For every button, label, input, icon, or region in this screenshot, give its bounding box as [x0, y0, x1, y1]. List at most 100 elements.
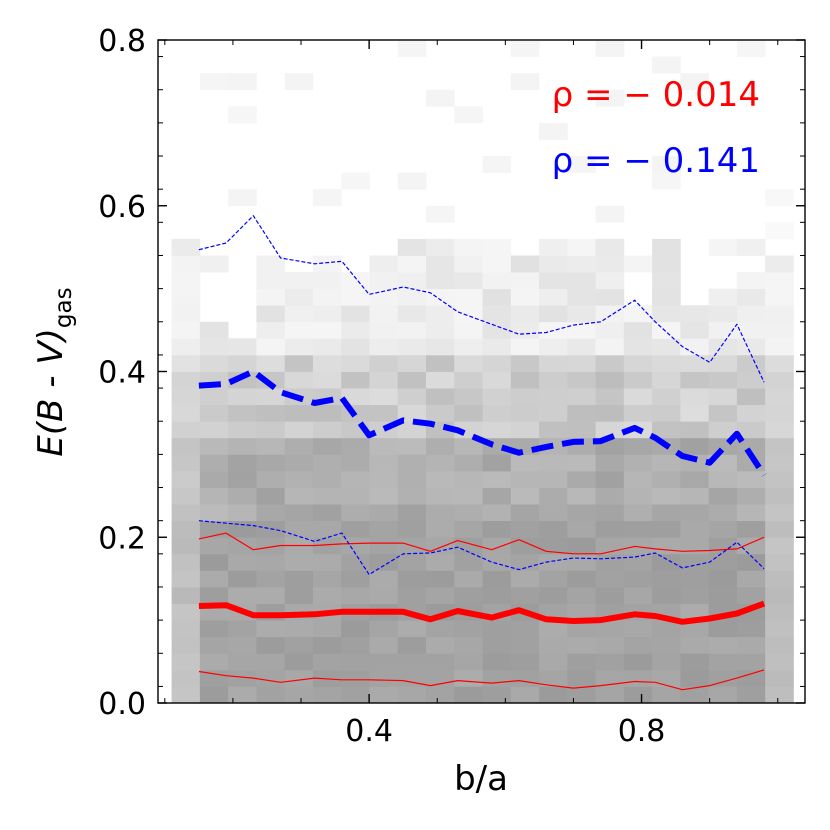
heatmap-cell	[482, 388, 512, 406]
heatmap-cell	[736, 470, 766, 488]
heatmap-cell	[425, 89, 455, 107]
heatmap-cell	[652, 636, 681, 654]
heatmap-cell	[765, 437, 794, 455]
heatmap-cell	[510, 305, 540, 323]
heatmap-cell	[708, 388, 738, 406]
heatmap-cell	[369, 570, 399, 588]
heatmap-cell	[312, 504, 342, 522]
heatmap-cell	[284, 354, 314, 372]
heatmap-cell	[510, 504, 540, 522]
heatmap-cell	[397, 470, 427, 488]
heatmap-cell	[736, 553, 766, 571]
heatmap-cell	[228, 354, 257, 372]
heatmap-cell	[765, 338, 794, 356]
heatmap-cell	[623, 487, 653, 505]
heatmap-cell	[312, 272, 342, 290]
heatmap-cell	[341, 487, 370, 505]
heatmap-cell	[680, 421, 710, 439]
heatmap-cell	[425, 321, 455, 339]
heatmap-cell	[228, 669, 257, 687]
heatmap-cell	[708, 636, 738, 654]
heatmap-cell	[510, 404, 540, 422]
heatmap-cell	[397, 172, 427, 190]
series-lines	[198, 215, 767, 691]
heatmap-cell	[199, 537, 229, 555]
heatmap-cell	[510, 338, 540, 356]
heatmap-cell	[595, 669, 625, 687]
heatmap-cell	[341, 354, 370, 372]
heatmap-cell	[652, 421, 681, 439]
heatmap-cell	[595, 40, 625, 57]
heatmap-cell	[397, 437, 427, 455]
heatmap-cell	[397, 487, 427, 505]
heatmap-cell	[510, 686, 540, 704]
heatmap-cell	[623, 404, 653, 422]
heatmap-cell	[482, 272, 512, 290]
heatmap-cell	[228, 404, 257, 422]
heatmap-cell	[539, 305, 568, 323]
series-line-red-lower	[198, 669, 765, 691]
heatmap-cell	[397, 354, 427, 372]
heatmap-cell	[482, 255, 512, 273]
heatmap-cell	[341, 172, 370, 190]
heatmap-cell	[736, 354, 766, 372]
heatmap-cell	[256, 454, 286, 472]
heatmap-cell	[539, 487, 568, 505]
heatmap-cell	[736, 388, 766, 406]
density-heatmap	[171, 40, 794, 704]
heatmap-cell	[652, 454, 681, 472]
heatmap-cell	[595, 570, 625, 588]
heatmap-cell	[482, 487, 512, 505]
heatmap-cell	[171, 586, 201, 604]
heatmap-cell	[312, 437, 342, 455]
heatmap-cell	[341, 553, 370, 571]
heatmap-cell	[539, 272, 568, 290]
heatmap-cell	[228, 553, 257, 571]
y-axis-label-subscript: gas	[51, 287, 77, 328]
heatmap-cell	[454, 487, 483, 505]
heatmap-cell	[199, 321, 229, 339]
x-axis-label: b/a	[454, 759, 508, 799]
heatmap-cell	[454, 686, 483, 704]
heatmap-cell	[623, 338, 653, 356]
heatmap-cell	[623, 454, 653, 472]
heatmap-cell	[765, 189, 794, 207]
heatmap-cell	[510, 537, 540, 555]
heatmap-cell	[567, 404, 596, 422]
heatmap-cell	[199, 354, 229, 372]
heatmap-cell	[567, 570, 596, 588]
heatmap-cell	[482, 620, 512, 638]
heatmap-cell	[425, 454, 455, 472]
heatmap-cell	[228, 636, 257, 654]
heatmap-cell	[284, 686, 314, 704]
heatmap-cell	[595, 454, 625, 472]
heatmap-cell	[482, 321, 512, 339]
heatmap-cell	[256, 586, 286, 604]
heatmap-cell	[623, 669, 653, 687]
heatmap-cell	[425, 288, 455, 306]
heatmap-cell	[199, 487, 229, 505]
heatmap-cell	[482, 454, 512, 472]
heatmap-cell	[510, 321, 540, 339]
heatmap-cell	[454, 653, 483, 671]
heatmap-cell	[397, 553, 427, 571]
heatmap-cell	[312, 686, 342, 704]
heatmap-cell	[171, 255, 201, 273]
heatmap-cell	[765, 636, 794, 654]
heatmap-cell	[567, 272, 596, 290]
heatmap-cell	[595, 553, 625, 571]
heatmap-cell	[171, 321, 201, 339]
heatmap-cell	[199, 636, 229, 654]
heatmap-cell	[708, 504, 738, 522]
series-line-blue-median	[198, 368, 767, 477]
heatmap-cell	[680, 388, 710, 406]
heatmap-cell	[680, 504, 710, 522]
heatmap-cell	[454, 620, 483, 638]
heatmap-cell	[595, 404, 625, 422]
heatmap-cell	[228, 653, 257, 671]
heatmap-cell	[510, 388, 540, 406]
heatmap-cell	[284, 421, 314, 439]
heatmap-cell	[312, 338, 342, 356]
heatmap-cell	[539, 421, 568, 439]
heatmap-cell	[623, 504, 653, 522]
